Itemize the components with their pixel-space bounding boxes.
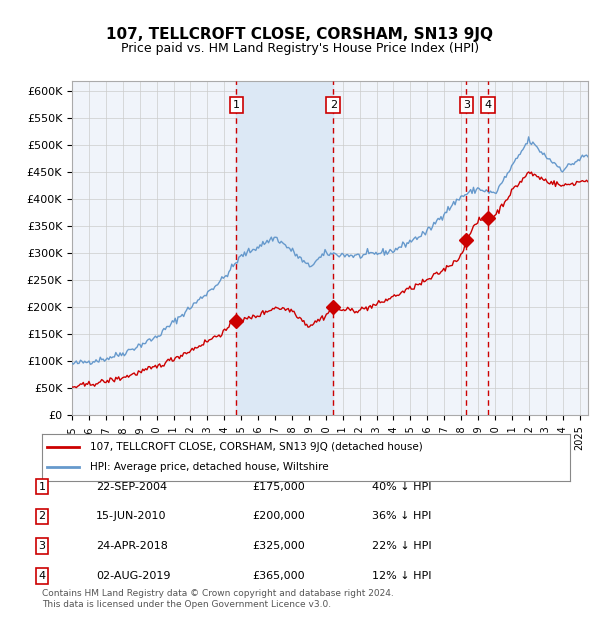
Text: 4: 4 (38, 571, 46, 581)
Text: 2: 2 (330, 100, 337, 110)
Text: Contains HM Land Registry data © Crown copyright and database right 2024.
This d: Contains HM Land Registry data © Crown c… (42, 590, 394, 609)
Text: £325,000: £325,000 (252, 541, 305, 551)
Text: 22% ↓ HPI: 22% ↓ HPI (372, 541, 431, 551)
Text: 3: 3 (38, 541, 46, 551)
Text: 12% ↓ HPI: 12% ↓ HPI (372, 571, 431, 581)
Text: 02-AUG-2019: 02-AUG-2019 (96, 571, 170, 581)
Text: 24-APR-2018: 24-APR-2018 (96, 541, 168, 551)
Text: 3: 3 (463, 100, 470, 110)
Text: 40% ↓ HPI: 40% ↓ HPI (372, 482, 431, 492)
Text: £365,000: £365,000 (252, 571, 305, 581)
Bar (236, 81, 334, 415)
Text: £200,000: £200,000 (252, 512, 305, 521)
Text: 1: 1 (38, 482, 46, 492)
Text: 22-SEP-2004: 22-SEP-2004 (96, 482, 167, 492)
Text: £175,000: £175,000 (252, 482, 305, 492)
Text: Price paid vs. HM Land Registry's House Price Index (HPI): Price paid vs. HM Land Registry's House … (121, 42, 479, 55)
Text: 4: 4 (484, 100, 491, 110)
Text: HPI: Average price, detached house, Wiltshire: HPI: Average price, detached house, Wilt… (89, 463, 328, 472)
Text: 36% ↓ HPI: 36% ↓ HPI (372, 512, 431, 521)
Text: 15-JUN-2010: 15-JUN-2010 (96, 512, 167, 521)
Text: 2: 2 (38, 512, 46, 521)
Text: 107, TELLCROFT CLOSE, CORSHAM, SN13 9JQ: 107, TELLCROFT CLOSE, CORSHAM, SN13 9JQ (107, 27, 493, 42)
Text: 107, TELLCROFT CLOSE, CORSHAM, SN13 9JQ (detached house): 107, TELLCROFT CLOSE, CORSHAM, SN13 9JQ … (89, 442, 422, 452)
Text: 1: 1 (233, 100, 240, 110)
